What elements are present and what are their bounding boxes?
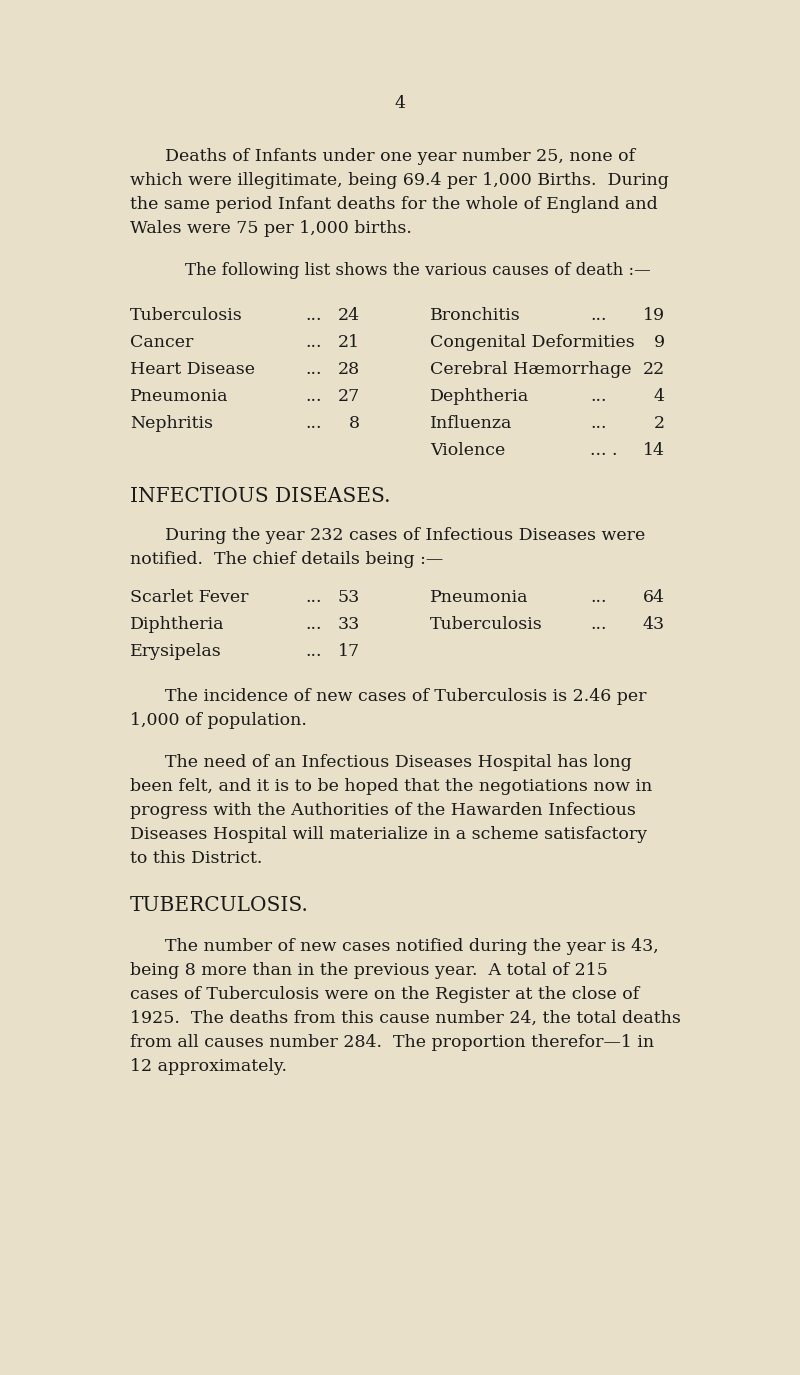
- Text: ...: ...: [305, 334, 322, 351]
- Text: Wales were 75 per 1,000 births.: Wales were 75 per 1,000 births.: [130, 220, 412, 236]
- Text: Violence: Violence: [430, 441, 506, 459]
- Text: Diphtheria: Diphtheria: [130, 616, 225, 632]
- Text: 19: 19: [643, 307, 665, 324]
- Text: 1,000 of population.: 1,000 of population.: [130, 712, 307, 729]
- Text: which were illegitimate, being 69.4 per 1,000 Births.  During: which were illegitimate, being 69.4 per …: [130, 172, 669, 188]
- Text: ...: ...: [590, 415, 606, 432]
- Text: to this District.: to this District.: [130, 850, 262, 868]
- Text: Tuberculosis: Tuberculosis: [130, 307, 242, 324]
- Text: ...: ...: [590, 616, 606, 632]
- Text: ...: ...: [305, 644, 322, 660]
- Text: cases of Tuberculosis were on the Register at the close of: cases of Tuberculosis were on the Regist…: [130, 986, 639, 1002]
- Text: The following list shows the various causes of death :—: The following list shows the various cau…: [185, 263, 650, 279]
- Text: Nephritis: Nephritis: [130, 415, 213, 432]
- Text: 28: 28: [338, 362, 360, 378]
- Text: 2: 2: [654, 415, 665, 432]
- Text: 14: 14: [643, 441, 665, 459]
- Text: Cancer: Cancer: [130, 334, 194, 351]
- Text: 8: 8: [349, 415, 360, 432]
- Text: ...: ...: [305, 588, 322, 606]
- Text: Cerebral Hæmorrhage: Cerebral Hæmorrhage: [430, 362, 631, 378]
- Text: 12 approximately.: 12 approximately.: [130, 1057, 287, 1075]
- Text: notified.  The chief details being :—: notified. The chief details being :—: [130, 551, 443, 568]
- Text: ...: ...: [305, 388, 322, 406]
- Text: from all causes number 284.  The proportion therefor—1 in: from all causes number 284. The proporti…: [130, 1034, 654, 1050]
- Text: ...: ...: [305, 616, 322, 632]
- Text: ... .: ... .: [590, 441, 618, 459]
- Text: 1925.  The deaths from this cause number 24, the total deaths: 1925. The deaths from this cause number …: [130, 1011, 681, 1027]
- Text: The number of new cases notified during the year is 43,: The number of new cases notified during …: [165, 938, 658, 956]
- Text: Tuberculosis: Tuberculosis: [430, 616, 542, 632]
- Text: 27: 27: [338, 388, 360, 406]
- Text: been felt, and it is to be hoped that the negotiations now in: been felt, and it is to be hoped that th…: [130, 778, 652, 795]
- Text: 33: 33: [338, 616, 360, 632]
- Text: progress with the Authorities of the Hawarden Infectious: progress with the Authorities of the Haw…: [130, 802, 636, 820]
- Text: Bronchitis: Bronchitis: [430, 307, 521, 324]
- Text: Congenital Deformities: Congenital Deformities: [430, 334, 634, 351]
- Text: 53: 53: [338, 588, 360, 606]
- Text: Deaths of Infants under one year number 25, none of: Deaths of Infants under one year number …: [165, 148, 635, 165]
- Text: The need of an Infectious Diseases Hospital has long: The need of an Infectious Diseases Hospi…: [165, 754, 632, 771]
- Text: Heart Disease: Heart Disease: [130, 362, 255, 378]
- Text: ...: ...: [590, 388, 606, 406]
- Text: 22: 22: [642, 362, 665, 378]
- Text: 4: 4: [654, 388, 665, 406]
- Text: Influenza: Influenza: [430, 415, 512, 432]
- Text: 9: 9: [654, 334, 665, 351]
- Text: 4: 4: [394, 95, 406, 111]
- Text: ...: ...: [305, 307, 322, 324]
- Text: Pneumonia: Pneumonia: [130, 388, 229, 406]
- Text: ...: ...: [590, 307, 606, 324]
- Text: During the year 232 cases of Infectious Diseases were: During the year 232 cases of Infectious …: [165, 527, 646, 544]
- Text: the same period Infant deaths for the whole of England and: the same period Infant deaths for the wh…: [130, 197, 658, 213]
- Text: Dephtheria: Dephtheria: [430, 388, 530, 406]
- Text: Diseases Hospital will materialize in a scheme satisfactory: Diseases Hospital will materialize in a …: [130, 826, 647, 843]
- Text: Pneumonia: Pneumonia: [430, 588, 529, 606]
- Text: 43: 43: [643, 616, 665, 632]
- Text: 24: 24: [338, 307, 360, 324]
- Text: 64: 64: [643, 588, 665, 606]
- Text: TUBERCULOSIS.: TUBERCULOSIS.: [130, 896, 309, 914]
- Text: being 8 more than in the previous year.  A total of 215: being 8 more than in the previous year. …: [130, 962, 608, 979]
- Text: ...: ...: [590, 588, 606, 606]
- Text: ...: ...: [305, 415, 322, 432]
- Text: INFECTIOUS DISEASES.: INFECTIOUS DISEASES.: [130, 487, 390, 506]
- Text: 17: 17: [338, 644, 360, 660]
- Text: 21: 21: [338, 334, 360, 351]
- Text: Erysipelas: Erysipelas: [130, 644, 222, 660]
- Text: Scarlet Fever: Scarlet Fever: [130, 588, 249, 606]
- Text: The incidence of new cases of Tuberculosis is 2.46 per: The incidence of new cases of Tuberculos…: [165, 688, 646, 705]
- Text: ...: ...: [305, 362, 322, 378]
